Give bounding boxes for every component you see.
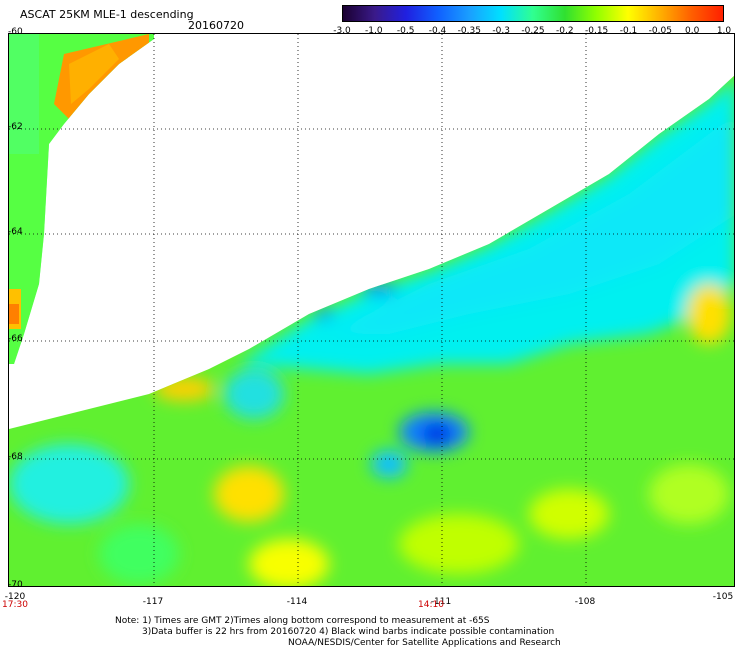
colorbar-tick-label: 0.0 [684,26,700,36]
colorbar-segment [628,6,660,21]
map-plot [9,34,734,586]
map-panel [8,33,735,587]
colorbar-segment [564,6,597,21]
lon-label-114: -114 [286,597,308,607]
lat-label-62: -62 [8,122,23,132]
time-label-mid: 14:10 [418,600,444,610]
lat-label-68: -68 [8,452,23,462]
lat-label-66: -66 [8,334,23,344]
lon-label-108: -108 [574,597,596,607]
colorbar-segment [533,6,565,21]
colorbar-tick-label: -0.35 [457,26,481,36]
colorbar-tick-label: -0.4 [428,26,447,36]
colorbar-segment [501,6,534,21]
colorbar-segment [659,6,692,21]
colorbar-segment [438,6,470,21]
graticule [9,34,734,586]
map-title: ASCAT 25KM MLE-1 descending [20,8,194,21]
swath-west [9,34,154,364]
colorbar-tick-label: -0.2 [556,26,574,36]
colorbar-segment [374,6,407,21]
colorbar-tick-label: -0.15 [585,26,609,36]
lon-label-117: -117 [142,597,164,607]
colorbar-tick-label: -0.3 [492,26,510,36]
colorbar-tick-label: -0.5 [396,26,415,36]
colorbar-tick-label: -0.05 [648,26,672,36]
colorbar-segment [469,6,502,21]
colorbar-segment [406,6,439,21]
colorbar [342,5,724,22]
colorbar-labels: -3.0 -1.0 -0.5 -0.4 -0.35 -0.3 -0.25 -0.2 -0.15-… [327,26,739,38]
lon-label-105: -105 [712,592,734,602]
lat-label-70: -70 [8,580,23,590]
lat-label-60: -60 [8,27,23,37]
time-label-start: 17:30 [2,600,28,610]
note-line-2: 3)Data buffer is 22 hrs from 20160720 4)… [142,627,555,637]
colorbar-segment [691,6,724,21]
colorbar-tick-label: -1.0 [365,26,383,36]
colorbar-tick-label: -3.0 [333,26,351,36]
lat-label-64: -64 [8,227,23,237]
colorbar-tick-label: -0.25 [521,26,545,36]
note-line-1: Note: 1) Times are GMT 2)Times along bot… [115,616,490,626]
swath-main [9,74,734,586]
colorbar-segment [343,6,375,21]
lon-label-111: -111 [430,597,452,607]
colorbar-segment [596,6,629,21]
colorbar-tick-label: -0.1 [619,26,638,36]
lon-label-120: -120 [4,592,26,602]
note-line-3: NOAA/NESDIS/Center for Satellite Applica… [288,638,561,648]
map-date: 20160720 [188,19,244,32]
colorbar-tick-label: 1.0 [716,26,732,36]
